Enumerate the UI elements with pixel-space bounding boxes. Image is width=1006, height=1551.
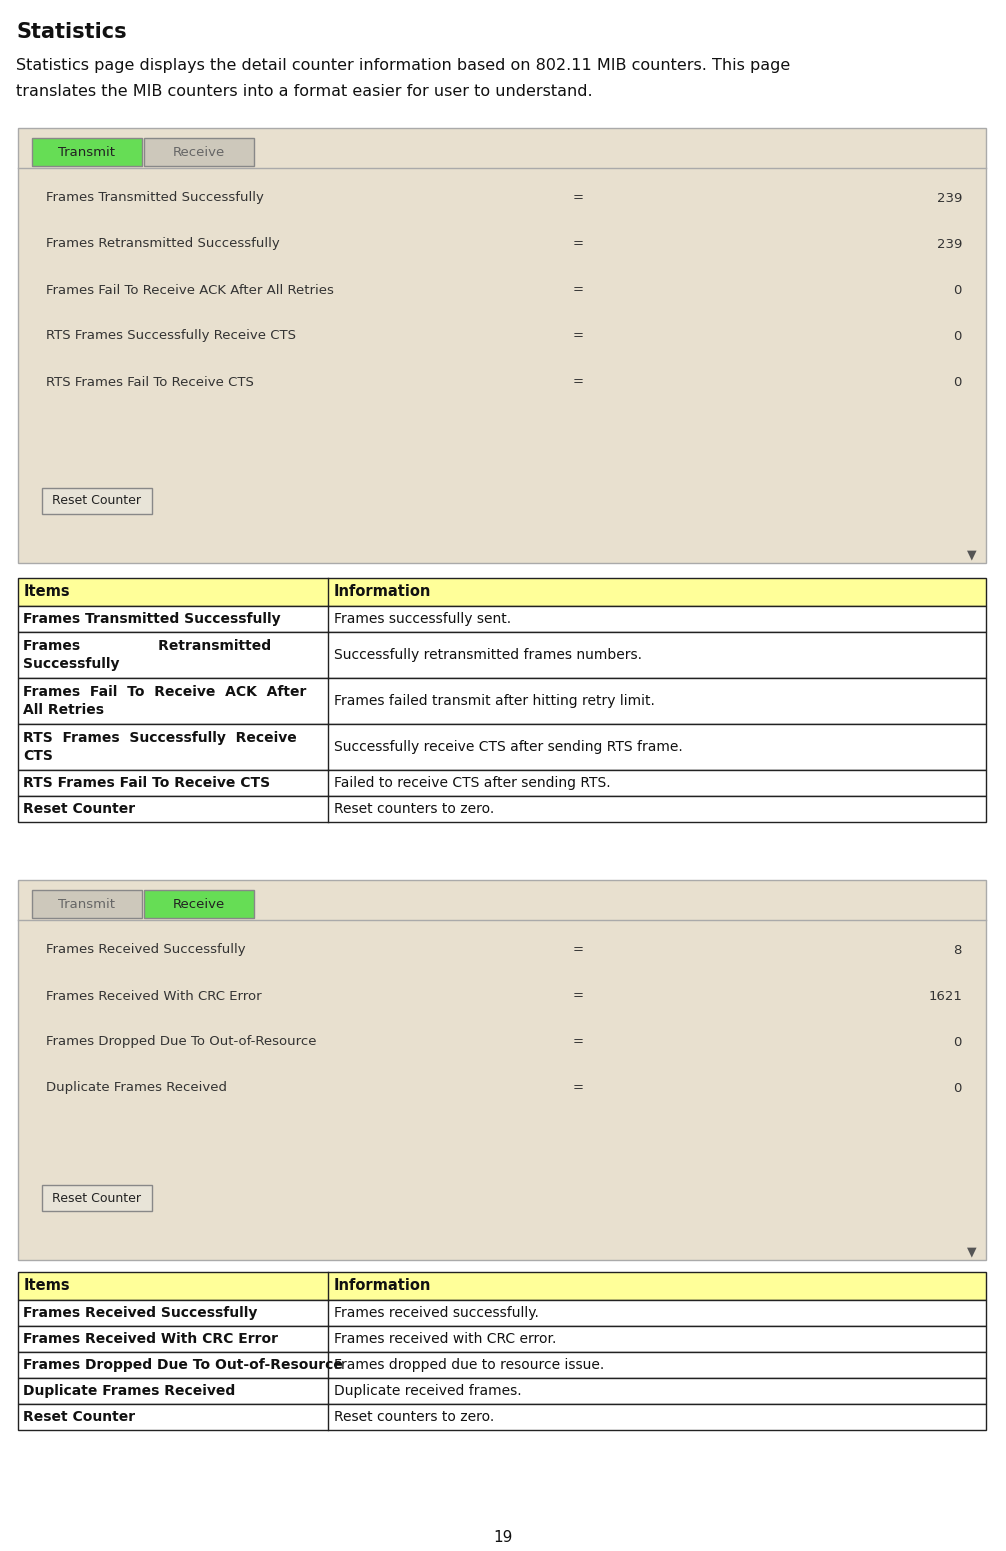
Text: 8: 8 [954, 943, 962, 957]
FancyBboxPatch shape [18, 1300, 986, 1326]
Text: Frames Transmitted Successfully: Frames Transmitted Successfully [23, 613, 281, 627]
FancyBboxPatch shape [18, 1404, 986, 1430]
FancyBboxPatch shape [18, 879, 986, 1259]
Text: 19: 19 [493, 1531, 513, 1545]
Text: RTS Frames Fail To Receive CTS: RTS Frames Fail To Receive CTS [23, 776, 271, 789]
FancyBboxPatch shape [144, 890, 254, 918]
Text: Receive: Receive [173, 146, 225, 158]
Text: Reset counters to zero.: Reset counters to zero. [334, 802, 494, 816]
Text: Statistics: Statistics [16, 22, 127, 42]
FancyBboxPatch shape [18, 129, 986, 563]
Text: 0: 0 [954, 284, 962, 296]
FancyBboxPatch shape [32, 890, 142, 918]
Text: Transmit: Transmit [58, 146, 116, 158]
Text: Frames failed transmit after hitting retry limit.: Frames failed transmit after hitting ret… [334, 693, 655, 707]
Text: Failed to receive CTS after sending RTS.: Failed to receive CTS after sending RTS. [334, 776, 611, 789]
Text: Frames Received Successfully: Frames Received Successfully [46, 943, 245, 957]
Text: RTS  Frames  Successfully  Receive
CTS: RTS Frames Successfully Receive CTS [23, 732, 297, 763]
Text: Frames                Retransmitted
Successfully: Frames Retransmitted Successfully [23, 639, 272, 670]
FancyBboxPatch shape [18, 606, 986, 631]
Text: Frames received successfully.: Frames received successfully. [334, 1306, 539, 1320]
FancyBboxPatch shape [144, 138, 254, 166]
FancyBboxPatch shape [42, 1185, 152, 1211]
FancyBboxPatch shape [18, 1272, 986, 1300]
Text: Reset Counter: Reset Counter [23, 1410, 135, 1424]
Text: =: = [572, 237, 583, 251]
FancyBboxPatch shape [18, 631, 986, 678]
FancyBboxPatch shape [18, 724, 986, 769]
Text: =: = [572, 375, 583, 388]
FancyBboxPatch shape [32, 138, 142, 166]
Text: 1621: 1621 [929, 990, 962, 1002]
Text: Frames Transmitted Successfully: Frames Transmitted Successfully [46, 191, 264, 205]
Text: 0: 0 [954, 1081, 962, 1095]
Text: =: = [572, 191, 583, 205]
Text: Receive: Receive [173, 898, 225, 910]
FancyBboxPatch shape [42, 489, 152, 513]
FancyBboxPatch shape [18, 1326, 986, 1352]
Text: Frames received with CRC error.: Frames received with CRC error. [334, 1332, 556, 1346]
Text: Reset counters to zero.: Reset counters to zero. [334, 1410, 494, 1424]
Text: =: = [572, 990, 583, 1002]
Text: 0: 0 [954, 375, 962, 388]
Text: Frames Received With CRC Error: Frames Received With CRC Error [46, 990, 262, 1002]
Text: =: = [572, 1081, 583, 1095]
Text: Transmit: Transmit [58, 898, 116, 910]
Text: Frames Dropped Due To Out-of-Resource: Frames Dropped Due To Out-of-Resource [46, 1036, 317, 1048]
Text: Items: Items [24, 585, 70, 600]
Text: Statistics page displays the detail counter information based on 802.11 MIB coun: Statistics page displays the detail coun… [16, 57, 791, 73]
FancyBboxPatch shape [18, 579, 986, 606]
Text: Frames Dropped Due To Out-of-Resource: Frames Dropped Due To Out-of-Resource [23, 1359, 343, 1373]
Text: translates the MIB counters into a format easier for user to understand.: translates the MIB counters into a forma… [16, 84, 593, 99]
Text: Information: Information [334, 585, 432, 600]
Text: Frames  Fail  To  Receive  ACK  After
All Retries: Frames Fail To Receive ACK After All Ret… [23, 686, 307, 717]
Text: Frames successfully sent.: Frames successfully sent. [334, 613, 511, 627]
Text: =: = [572, 1036, 583, 1048]
Text: Duplicate Frames Received: Duplicate Frames Received [23, 1383, 235, 1397]
Text: Frames dropped due to resource issue.: Frames dropped due to resource issue. [334, 1359, 605, 1373]
Text: Duplicate received frames.: Duplicate received frames. [334, 1383, 522, 1397]
Text: Frames Retransmitted Successfully: Frames Retransmitted Successfully [46, 237, 280, 251]
Text: 239: 239 [937, 237, 962, 251]
Text: ▼: ▼ [967, 1245, 977, 1258]
FancyBboxPatch shape [18, 1352, 986, 1377]
Text: RTS Frames Fail To Receive CTS: RTS Frames Fail To Receive CTS [46, 375, 254, 388]
Text: Duplicate Frames Received: Duplicate Frames Received [46, 1081, 227, 1095]
Text: ▼: ▼ [967, 549, 977, 561]
Text: Successfully receive CTS after sending RTS frame.: Successfully receive CTS after sending R… [334, 740, 683, 754]
Text: Frames Fail To Receive ACK After All Retries: Frames Fail To Receive ACK After All Ret… [46, 284, 334, 296]
Text: Reset Counter: Reset Counter [52, 1191, 142, 1205]
FancyBboxPatch shape [18, 796, 986, 822]
Text: 0: 0 [954, 1036, 962, 1048]
Text: =: = [572, 329, 583, 343]
FancyBboxPatch shape [18, 1377, 986, 1404]
Text: =: = [572, 284, 583, 296]
Text: RTS Frames Successfully Receive CTS: RTS Frames Successfully Receive CTS [46, 329, 296, 343]
Text: Reset Counter: Reset Counter [23, 802, 135, 816]
Text: Items: Items [24, 1278, 70, 1294]
Text: 0: 0 [954, 329, 962, 343]
Text: 239: 239 [937, 191, 962, 205]
Text: =: = [572, 943, 583, 957]
Text: Information: Information [334, 1278, 432, 1294]
Text: Reset Counter: Reset Counter [52, 495, 142, 507]
Text: Successfully retransmitted frames numbers.: Successfully retransmitted frames number… [334, 648, 642, 662]
FancyBboxPatch shape [18, 678, 986, 724]
FancyBboxPatch shape [18, 769, 986, 796]
Text: Frames Received Successfully: Frames Received Successfully [23, 1306, 258, 1320]
Text: Frames Received With CRC Error: Frames Received With CRC Error [23, 1332, 278, 1346]
